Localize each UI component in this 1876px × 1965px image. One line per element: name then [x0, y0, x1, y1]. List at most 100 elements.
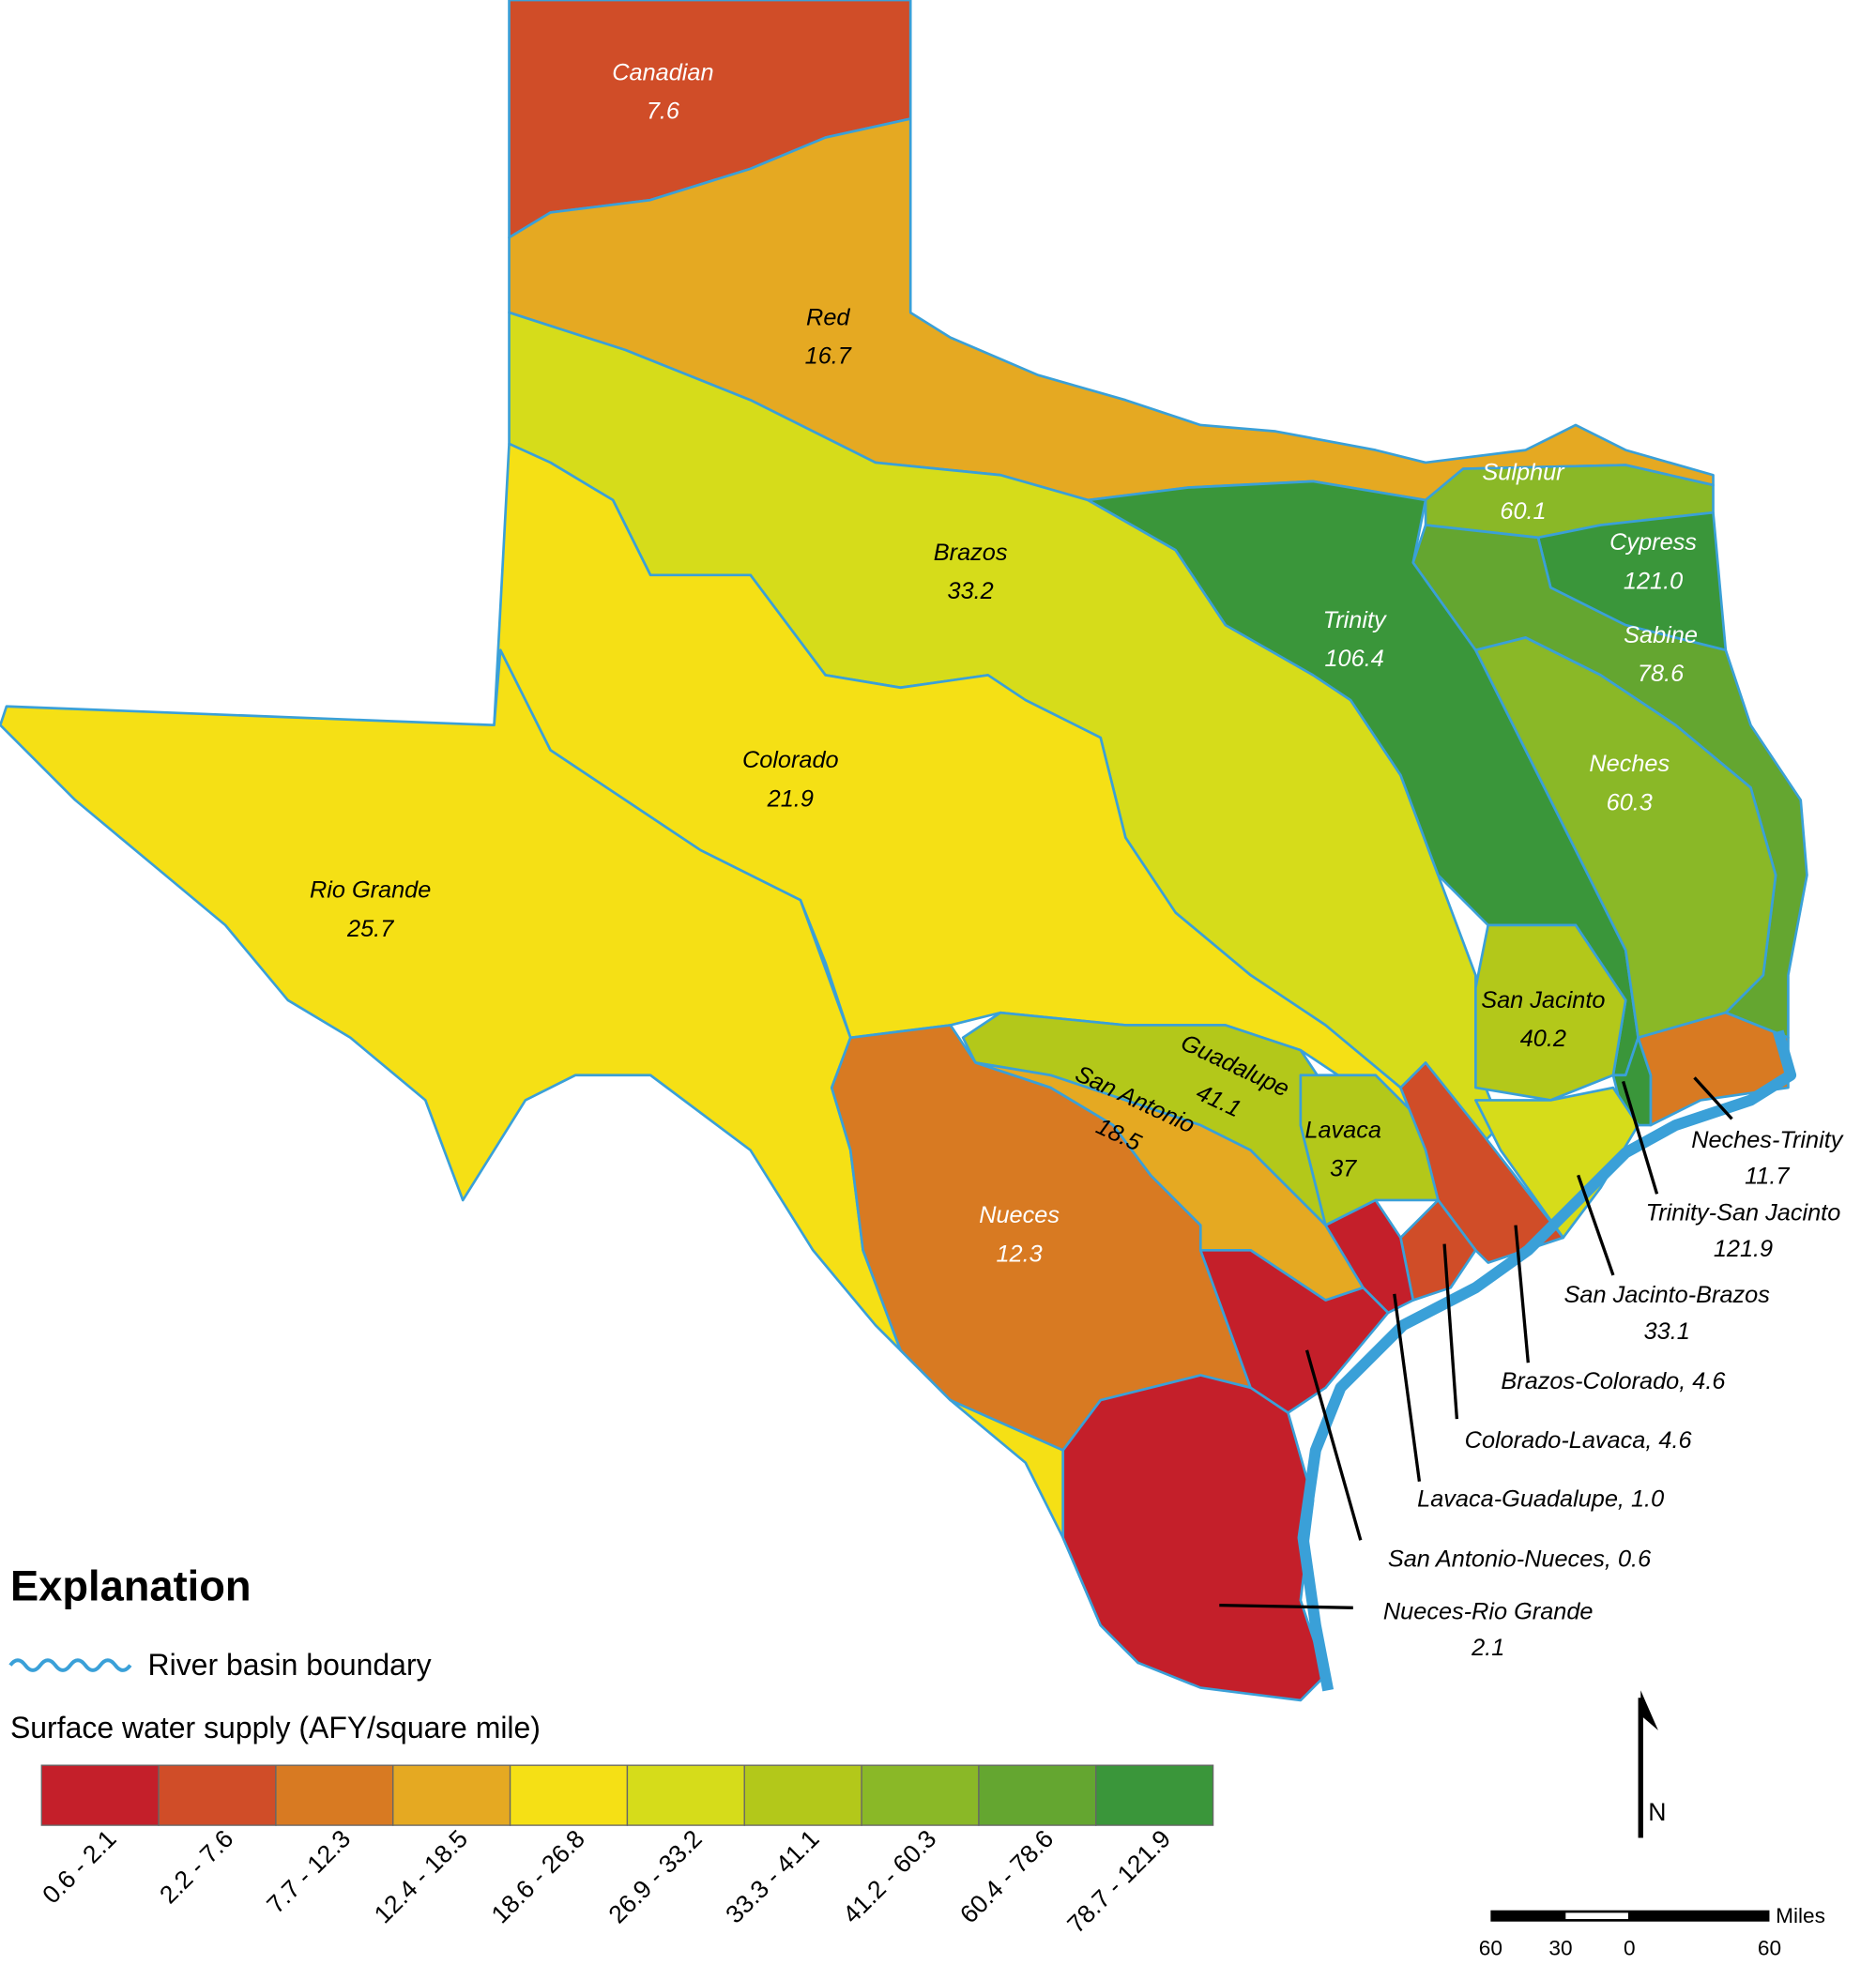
basin-name: Red — [806, 304, 850, 330]
callout-label: Colorado-Lavaca, 4.6 — [1465, 1427, 1693, 1454]
north-arrow-head — [1640, 1690, 1658, 1730]
scale-bar-segment — [1565, 1912, 1628, 1920]
callout-line — [1693, 1076, 1733, 1120]
basin-label: Canadian 7.6 — [612, 59, 713, 124]
callout-line — [1577, 1174, 1615, 1276]
basin-label: Colorado 21.9 — [742, 747, 839, 812]
scale-tick-label: 60 — [1758, 1937, 1781, 1960]
basin-name: Neches — [1589, 751, 1670, 777]
legend-boundary-label: River basin boundary — [148, 1648, 432, 1682]
scale-bar: Miles — [1490, 1904, 1825, 1927]
callout-line — [1621, 1080, 1659, 1195]
scale-tick-label: 60 — [1479, 1937, 1502, 1960]
basin-name: San Jacinto — [1481, 987, 1605, 1013]
callout-line — [1514, 1225, 1530, 1363]
legend-swatch — [743, 1764, 862, 1826]
callout-name: San Jacinto-Brazos — [1564, 1282, 1771, 1308]
legend-class-label: 0.6 - 2.1 — [37, 1824, 121, 1909]
scale-tick-label: 30 — [1548, 1937, 1572, 1960]
callout-label: San Antonio-Nueces, 0.6 — [1388, 1546, 1652, 1572]
basin-area — [1061, 1374, 1327, 1702]
legend-scale-title: Surface water supply (AFY/square mile) — [10, 1711, 541, 1744]
basin-value: 12.3 — [996, 1241, 1042, 1267]
basin-label: Sulphur 60.1 — [1482, 460, 1565, 525]
basin-area — [1474, 636, 1777, 1040]
basin-label: Neches 60.3 — [1589, 751, 1670, 815]
basin-label: Red 16.7 — [805, 304, 852, 369]
basin-area — [1299, 1074, 1440, 1226]
callout-value: 11.7 — [1745, 1164, 1790, 1190]
north-label: N — [1648, 1798, 1666, 1826]
basin-value: 21.9 — [767, 785, 814, 812]
basin-label: Cypress 121.0 — [1609, 529, 1697, 594]
basin-areas — [0, 0, 1808, 1702]
legend-swatch — [978, 1764, 1097, 1826]
basin-value: 16.7 — [805, 343, 852, 370]
scale-unit: Miles — [1776, 1904, 1825, 1927]
callout-value: 33.1 — [1644, 1318, 1690, 1345]
callout-name: Trinity-San Jacinto — [1646, 1199, 1841, 1226]
basin-name: Nueces — [979, 1202, 1060, 1228]
legend-swatch — [509, 1764, 629, 1826]
callout-name: Neches-Trinity — [1691, 1127, 1844, 1153]
coast-water — [1297, 1029, 1797, 1692]
basin-name: Lavaca — [1304, 1117, 1381, 1143]
basin-name: Cypress — [1609, 529, 1697, 556]
callout-value: 121.9 — [1714, 1236, 1773, 1262]
scale-tick-label: 0 — [1624, 1937, 1636, 1960]
legend-title: Explanation — [10, 1561, 252, 1609]
legend-swatch — [40, 1764, 160, 1826]
basin-name: Rio Grande — [310, 877, 431, 904]
legend-class-label: 2.2 - 7.6 — [154, 1824, 238, 1909]
basin-label: Brazos 33.2 — [934, 540, 1008, 604]
basin-label: Lavaca 37 — [1304, 1117, 1381, 1181]
legend-boundary-symbol — [8, 1658, 132, 1672]
legend-class-label: 33.3 - 41.1 — [720, 1824, 824, 1928]
legend-class-label: 78.7 - 121.9 — [1061, 1824, 1176, 1939]
basin-value: 60.1 — [1500, 498, 1546, 525]
basin-value: 40.2 — [1520, 1026, 1566, 1052]
callout-line — [1304, 1349, 1363, 1541]
legend-swatch — [392, 1764, 511, 1826]
legend: Explanation River basin boundary Surface w… — [8, 1561, 1214, 1939]
north-arrow: N — [1638, 1690, 1666, 1838]
callout-line — [1219, 1603, 1353, 1609]
basin-name: Trinity — [1323, 607, 1387, 633]
legend-swatch — [158, 1764, 277, 1826]
basin-value: 37 — [1330, 1156, 1357, 1182]
legend-class-label: 26.9 - 33.2 — [603, 1824, 708, 1928]
legend-swatch — [861, 1764, 980, 1826]
basin-name: Sulphur — [1482, 460, 1565, 486]
basin-value: 121.0 — [1624, 568, 1683, 594]
legend-class-label: 60.4 - 78.6 — [954, 1824, 1059, 1928]
basin-label: Nueces 12.3 — [979, 1202, 1060, 1267]
basin-name: Sabine — [1624, 622, 1698, 648]
basin-name: Canadian — [612, 59, 713, 85]
basin-name: Brazos — [934, 540, 1008, 566]
basin-value: 106.4 — [1324, 646, 1383, 672]
basin-area — [1474, 923, 1627, 1102]
basin-area — [0, 648, 1139, 1665]
callout-label: Brazos-Colorado, 4.6 — [1501, 1368, 1726, 1394]
callout-name: Nueces-Rio Grande — [1383, 1598, 1594, 1624]
legend-swatch — [1095, 1764, 1214, 1826]
basin-value: 25.7 — [346, 916, 394, 942]
legend-class-label: 41.2 - 60.3 — [837, 1824, 941, 1928]
legend-swatch — [626, 1764, 745, 1826]
basin-value: 7.6 — [647, 99, 680, 125]
basin-label: Rio Grande 25.7 — [310, 877, 431, 942]
callout-value: 2.1 — [1471, 1635, 1504, 1661]
legend-swatch — [275, 1764, 394, 1826]
basin-name: Colorado — [742, 747, 839, 773]
callout-label: Lavaca-Guadalupe, 1.0 — [1417, 1485, 1664, 1512]
legend-class-label: 18.6 - 26.8 — [486, 1824, 590, 1928]
basin-value: 78.6 — [1638, 661, 1685, 687]
basin-label: San Jacinto 40.2 — [1481, 987, 1605, 1052]
basin-label: Trinity 106.4 — [1323, 607, 1387, 672]
scale-bar-frame — [1490, 1910, 1770, 1922]
basin-label: Sabine 78.6 — [1624, 622, 1698, 687]
basin-value: 60.3 — [1607, 789, 1653, 815]
callout-line — [1393, 1293, 1422, 1482]
